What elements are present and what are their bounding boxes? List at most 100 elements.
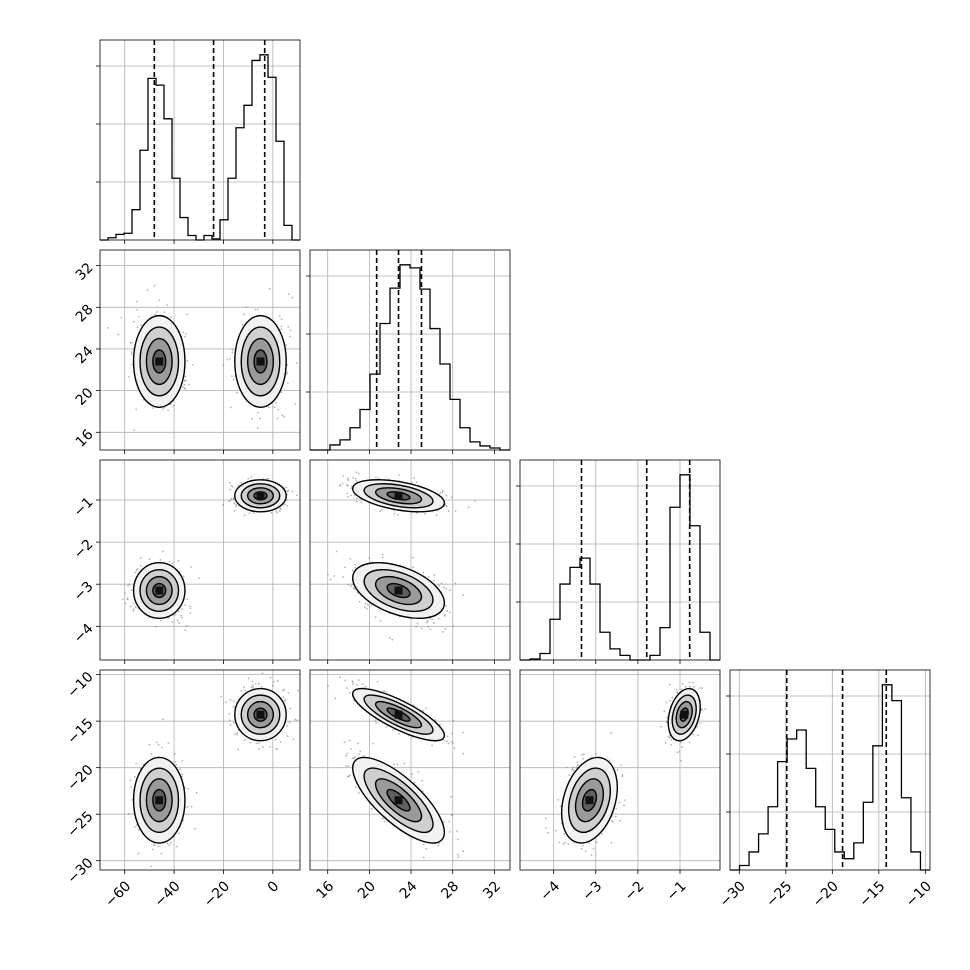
- sample-point: [452, 719, 455, 722]
- sample-point: [351, 757, 354, 760]
- sample-point: [576, 761, 579, 763]
- sample-point: [135, 762, 138, 765]
- sample-point: [354, 563, 356, 566]
- sample-point: [180, 608, 183, 610]
- sample-point: [189, 612, 192, 614]
- sample-point: [444, 627, 447, 630]
- sample-point: [245, 306, 248, 309]
- sample-point: [669, 700, 671, 702]
- sample-point: [174, 613, 177, 616]
- sample-point: [107, 327, 109, 329]
- sample-point: [610, 841, 613, 844]
- sample-point: [349, 739, 351, 742]
- sample-point: [136, 300, 139, 303]
- sample-point: [136, 309, 139, 311]
- sample-point: [179, 768, 181, 771]
- sample-point: [133, 429, 135, 432]
- panel-frame: [729, 669, 931, 871]
- sample-point: [283, 415, 286, 418]
- sample-point: [303, 738, 305, 740]
- sample-point: [252, 687, 255, 690]
- sample-point: [256, 427, 259, 430]
- sample-point: [359, 750, 362, 753]
- x-tick-label: −20: [810, 878, 842, 910]
- sample-point: [357, 679, 360, 681]
- sample-point: [129, 605, 132, 608]
- sample-point: [376, 681, 379, 683]
- sample-point: [150, 753, 153, 755]
- sample-point: [166, 842, 169, 845]
- panel-frame: [519, 459, 721, 661]
- sample-point: [231, 348, 234, 351]
- histogram-step: [100, 54, 300, 241]
- sample-point: [417, 771, 420, 773]
- density-peak: [155, 796, 164, 805]
- density-peak: [394, 710, 403, 719]
- sample-point: [189, 605, 191, 608]
- sample-point: [222, 364, 225, 366]
- sample-point: [413, 477, 415, 479]
- sample-point: [153, 284, 156, 287]
- sample-point: [166, 304, 169, 306]
- sample-point: [297, 689, 300, 692]
- sample-point: [286, 382, 289, 385]
- sample-point: [467, 506, 470, 508]
- y-tick-label: −2: [71, 536, 97, 562]
- sample-point: [576, 764, 579, 767]
- sample-point: [133, 826, 136, 828]
- sample-point: [454, 510, 457, 512]
- density-peak: [155, 357, 164, 366]
- x-tick-label: −15: [856, 878, 888, 910]
- density-content: [327, 471, 476, 641]
- sample-point: [130, 785, 133, 788]
- sample-point: [358, 472, 360, 475]
- sample-point: [442, 631, 444, 633]
- sample-point: [352, 587, 355, 589]
- sample-point: [140, 324, 143, 327]
- sample-point: [342, 475, 345, 478]
- sample-point: [422, 709, 425, 712]
- sample-point: [346, 484, 348, 487]
- panel-frame: [99, 459, 301, 661]
- sample-point: [375, 722, 377, 725]
- sample-point: [352, 757, 355, 760]
- sample-point: [269, 676, 272, 679]
- sample-point: [286, 735, 289, 738]
- histogram-step: [730, 684, 930, 871]
- grid: [100, 460, 300, 660]
- sample-point: [358, 753, 361, 755]
- sample-point: [236, 731, 239, 734]
- sample-point: [449, 589, 451, 592]
- sample-point: [186, 806, 189, 808]
- sample-point: [189, 607, 192, 610]
- sample-point: [684, 685, 687, 688]
- sample-point: [462, 731, 464, 734]
- sample-point: [231, 485, 234, 488]
- sample-point: [183, 387, 186, 390]
- sample-point: [270, 511, 273, 514]
- sample-point: [690, 666, 692, 668]
- sample-point: [124, 602, 127, 605]
- sample-point: [327, 685, 329, 687]
- sample-point: [623, 804, 625, 807]
- sample-point: [581, 844, 584, 847]
- sample-point: [248, 741, 251, 744]
- sample-point: [253, 512, 255, 515]
- sample-point: [280, 328, 283, 331]
- sample-point: [229, 481, 231, 484]
- sample-point: [451, 742, 454, 745]
- density-peak: [256, 491, 265, 500]
- histogram-panel: −30 −25 −20 −15 −10: [717, 669, 935, 911]
- sample-point: [129, 342, 132, 344]
- sample-point: [188, 383, 191, 386]
- sample-point: [615, 807, 618, 810]
- sample-point: [281, 414, 284, 417]
- sample-point: [266, 477, 268, 480]
- sample-point: [351, 683, 354, 685]
- sample-point: [184, 335, 186, 338]
- x-tick-label: −25: [763, 878, 795, 910]
- sample-point: [692, 733, 695, 736]
- sample-point: [286, 499, 288, 501]
- sample-point: [284, 700, 286, 702]
- sample-point: [381, 817, 384, 820]
